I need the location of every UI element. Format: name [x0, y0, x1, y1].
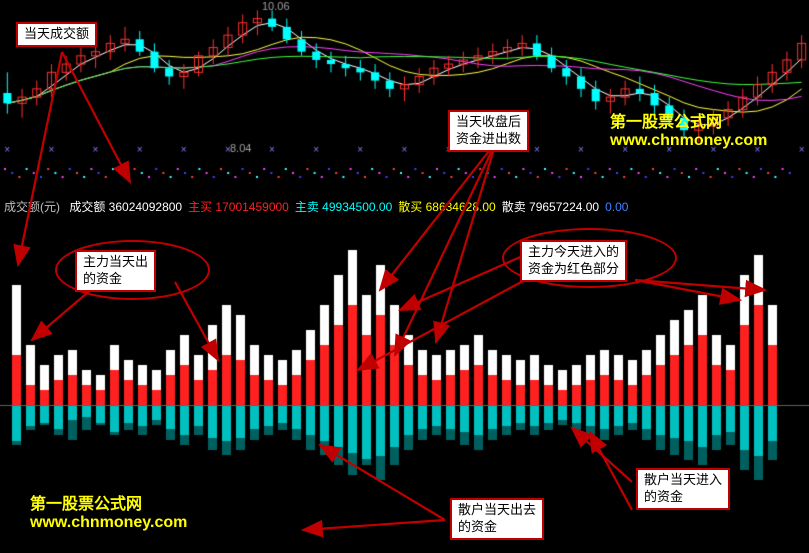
annot-after-close: 当天收盘后资金进出数: [448, 110, 529, 152]
annot-volume-today: 当天成交额: [16, 22, 97, 47]
watermark-title-2: 第一股票公式网: [30, 490, 187, 514]
watermark-url-2: www.chnmoney.com: [30, 514, 187, 532]
watermark-top: 第一股票公式网 www.chnmoney.com: [610, 108, 767, 150]
annot-main-in-red: 主力今天进入的资金为红色部分: [520, 240, 627, 282]
watermark-url: www.chnmoney.com: [610, 132, 767, 150]
annot-main-out: 主力当天出的资金: [75, 250, 156, 292]
data-row: 成交额(元) 成交额 36024092800主买 17001459000主卖 4…: [4, 198, 628, 215]
annot-retail-out: 散户当天出去的资金: [450, 498, 544, 540]
watermark-title: 第一股票公式网: [610, 108, 767, 132]
annot-retail-in: 散户当天进入的资金: [636, 468, 730, 510]
watermark-bottom: 第一股票公式网 www.chnmoney.com: [30, 490, 187, 532]
